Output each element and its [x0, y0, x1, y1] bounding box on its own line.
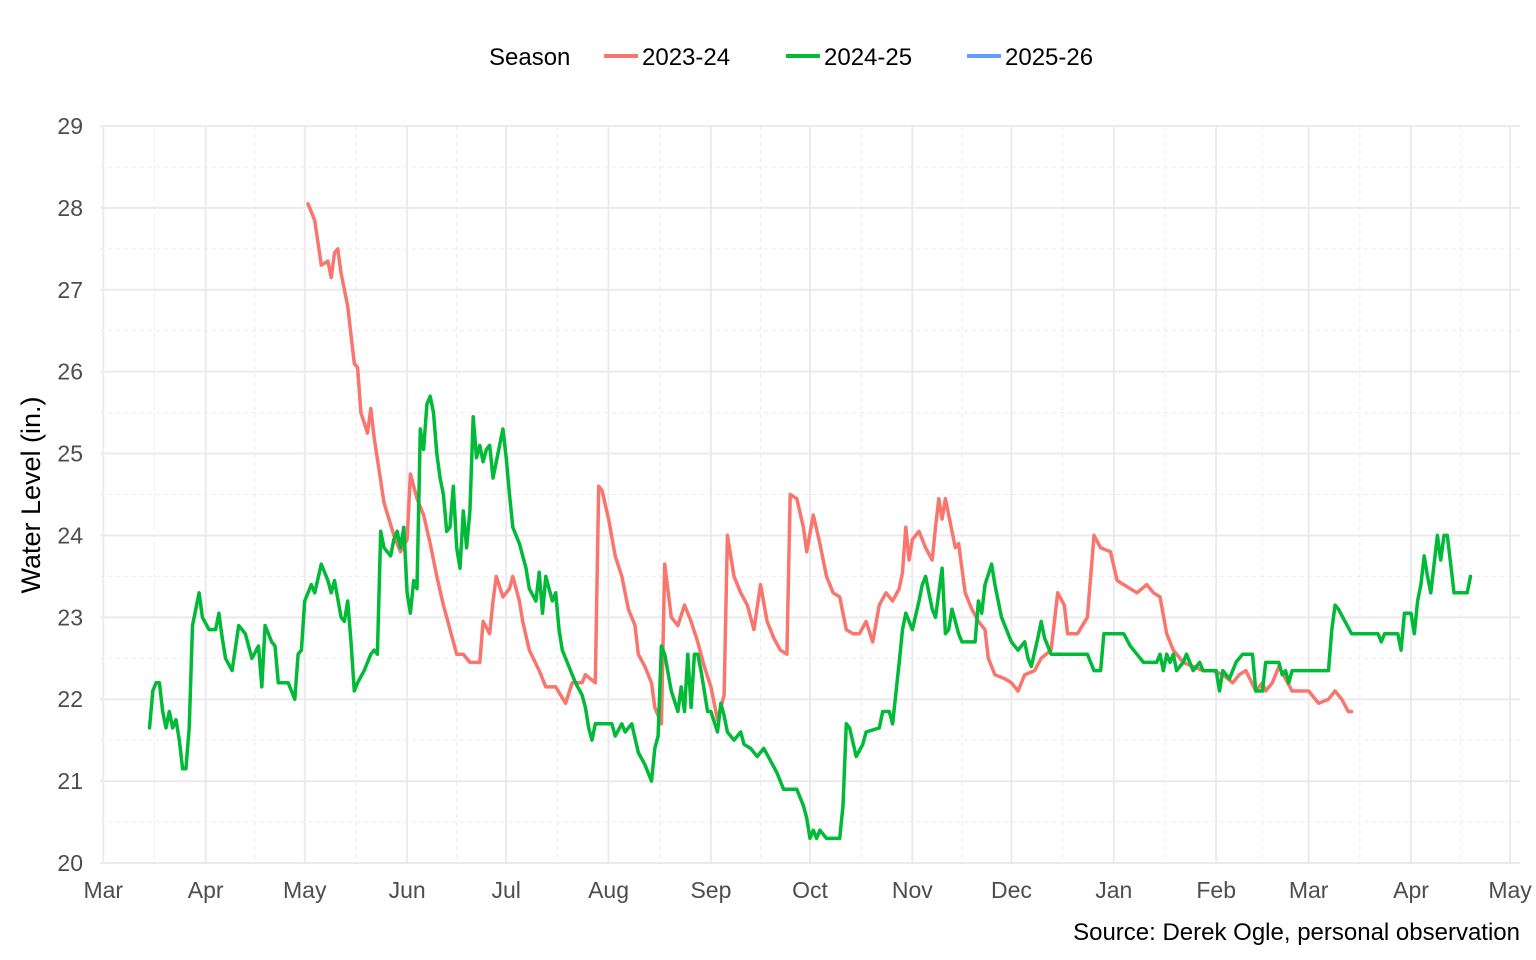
y-tick-label: 26: [57, 359, 83, 385]
grid-minor: [100, 126, 1520, 863]
grid-major: [100, 125, 1520, 864]
legend-label-2024-25: 2024-25: [824, 44, 912, 71]
y-tick-label: 23: [57, 604, 83, 630]
y-axis-title: Water Level (in.): [16, 396, 46, 593]
x-tick-label: Jan: [1095, 877, 1132, 903]
x-tick-label: Dec: [991, 877, 1032, 903]
x-tick-label: May: [283, 877, 327, 903]
series-lines: [147, 202, 1473, 841]
x-tick-label: Jun: [389, 877, 426, 903]
legend: Season 2023-24 2024-25 2025-26: [489, 44, 1093, 71]
x-tick-label: Jul: [491, 877, 520, 903]
y-tick-label: 22: [57, 686, 83, 712]
x-tick-label: Mar: [83, 877, 123, 903]
y-tick-label: 28: [57, 195, 83, 221]
x-tick-label: Nov: [892, 877, 933, 903]
legend-label-2025-26: 2025-26: [1005, 44, 1093, 71]
y-tick-label: 25: [57, 441, 83, 467]
x-tick-label: Apr: [1393, 877, 1429, 903]
x-tick-label: Feb: [1196, 877, 1236, 903]
x-tick-label: Sep: [690, 877, 731, 903]
y-tick-label: 24: [57, 522, 83, 548]
x-tick-label: Mar: [1289, 877, 1329, 903]
y-tick-labels: 20 21 22 23 24 25 26 27 28 29: [57, 113, 83, 876]
x-tick-label: Aug: [588, 877, 629, 903]
y-tick-label: 27: [57, 277, 83, 303]
y-tick-label: 29: [57, 113, 83, 139]
y-tick-label: 20: [57, 850, 83, 876]
series-line-2023-24: [306, 202, 1354, 726]
y-tick-label: 21: [57, 768, 83, 794]
x-tick-label: Oct: [792, 877, 828, 903]
source-caption: Source: Derek Ogle, personal observation: [1073, 919, 1520, 946]
x-tick-label: May: [1488, 877, 1532, 903]
x-tick-labels: Mar Apr May Jun Jul Aug Sep Oct Nov Dec Jan Feb Mar A…: [83, 877, 1532, 903]
series-line-2024-25: [147, 394, 1473, 841]
x-tick-label: Apr: [188, 877, 224, 903]
legend-label-2023-24: 2023-24: [642, 44, 730, 71]
legend-title: Season: [489, 44, 570, 71]
